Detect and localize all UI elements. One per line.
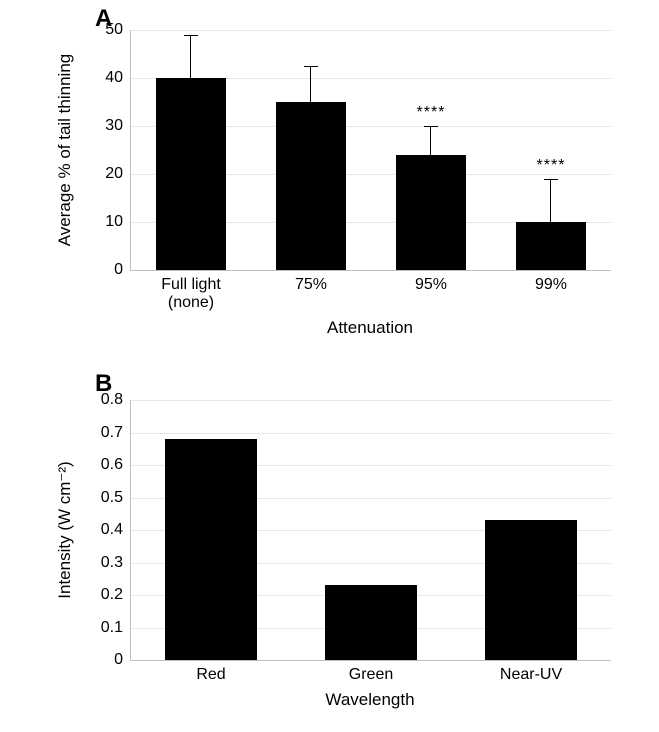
bar <box>276 102 346 270</box>
ytick-label: 30 <box>105 117 131 135</box>
ytick-label: 0.1 <box>101 619 131 637</box>
errorbar-cap <box>424 126 438 127</box>
gridline <box>131 400 611 401</box>
xtick-label: Red <box>196 660 225 684</box>
ytick-label: 10 <box>105 213 131 231</box>
ytick-label: 0.2 <box>101 586 131 604</box>
panel-b-xlabel: Wavelength <box>325 690 414 710</box>
ytick-label: 0.4 <box>101 521 131 539</box>
ytick-label: 0.8 <box>101 391 131 409</box>
errorbar <box>430 126 431 155</box>
ytick-label: 0.5 <box>101 489 131 507</box>
ytick-label: 0.3 <box>101 554 131 572</box>
ytick-label: 0 <box>114 261 131 279</box>
xtick-label: 75% <box>295 270 327 294</box>
bar <box>325 585 418 660</box>
ytick-label: 20 <box>105 165 131 183</box>
errorbar-cap <box>184 35 198 36</box>
xtick-label: 99% <box>535 270 567 294</box>
errorbar-cap <box>304 66 318 67</box>
ytick-label: 0.6 <box>101 456 131 474</box>
errorbar <box>190 35 191 78</box>
gridline <box>131 30 611 31</box>
xtick-label: Near-UV <box>500 660 562 684</box>
bar <box>165 439 258 660</box>
panel-b-ylabel: Intensity (W cm⁻²) <box>55 445 75 615</box>
figure: A 01020304050Full light(none)75%****95%*… <box>0 0 659 732</box>
bar <box>516 222 586 270</box>
xtick-label: 95% <box>415 270 447 294</box>
gridline <box>131 433 611 434</box>
panel-a-ylabel: Average % of tail thinning <box>55 30 75 270</box>
significance-marker: **** <box>537 157 566 175</box>
bar <box>485 520 578 660</box>
ytick-label: 0 <box>114 651 131 669</box>
bar <box>156 78 226 270</box>
errorbar <box>310 66 311 102</box>
xtick-label: Full light(none) <box>161 270 221 313</box>
ytick-label: 50 <box>105 21 131 39</box>
xtick-label: Green <box>349 660 393 684</box>
significance-marker: **** <box>417 104 446 122</box>
panel-a-plot: 01020304050Full light(none)75%****95%***… <box>130 30 611 271</box>
errorbar <box>550 179 551 222</box>
errorbar-cap <box>544 179 558 180</box>
panel-b-plot: 00.10.20.30.40.50.60.70.8RedGreenNear-UV <box>130 400 611 661</box>
ytick-label: 40 <box>105 69 131 87</box>
ytick-label: 0.7 <box>101 424 131 442</box>
bar <box>396 155 466 270</box>
panel-a-xlabel: Attenuation <box>327 318 413 338</box>
